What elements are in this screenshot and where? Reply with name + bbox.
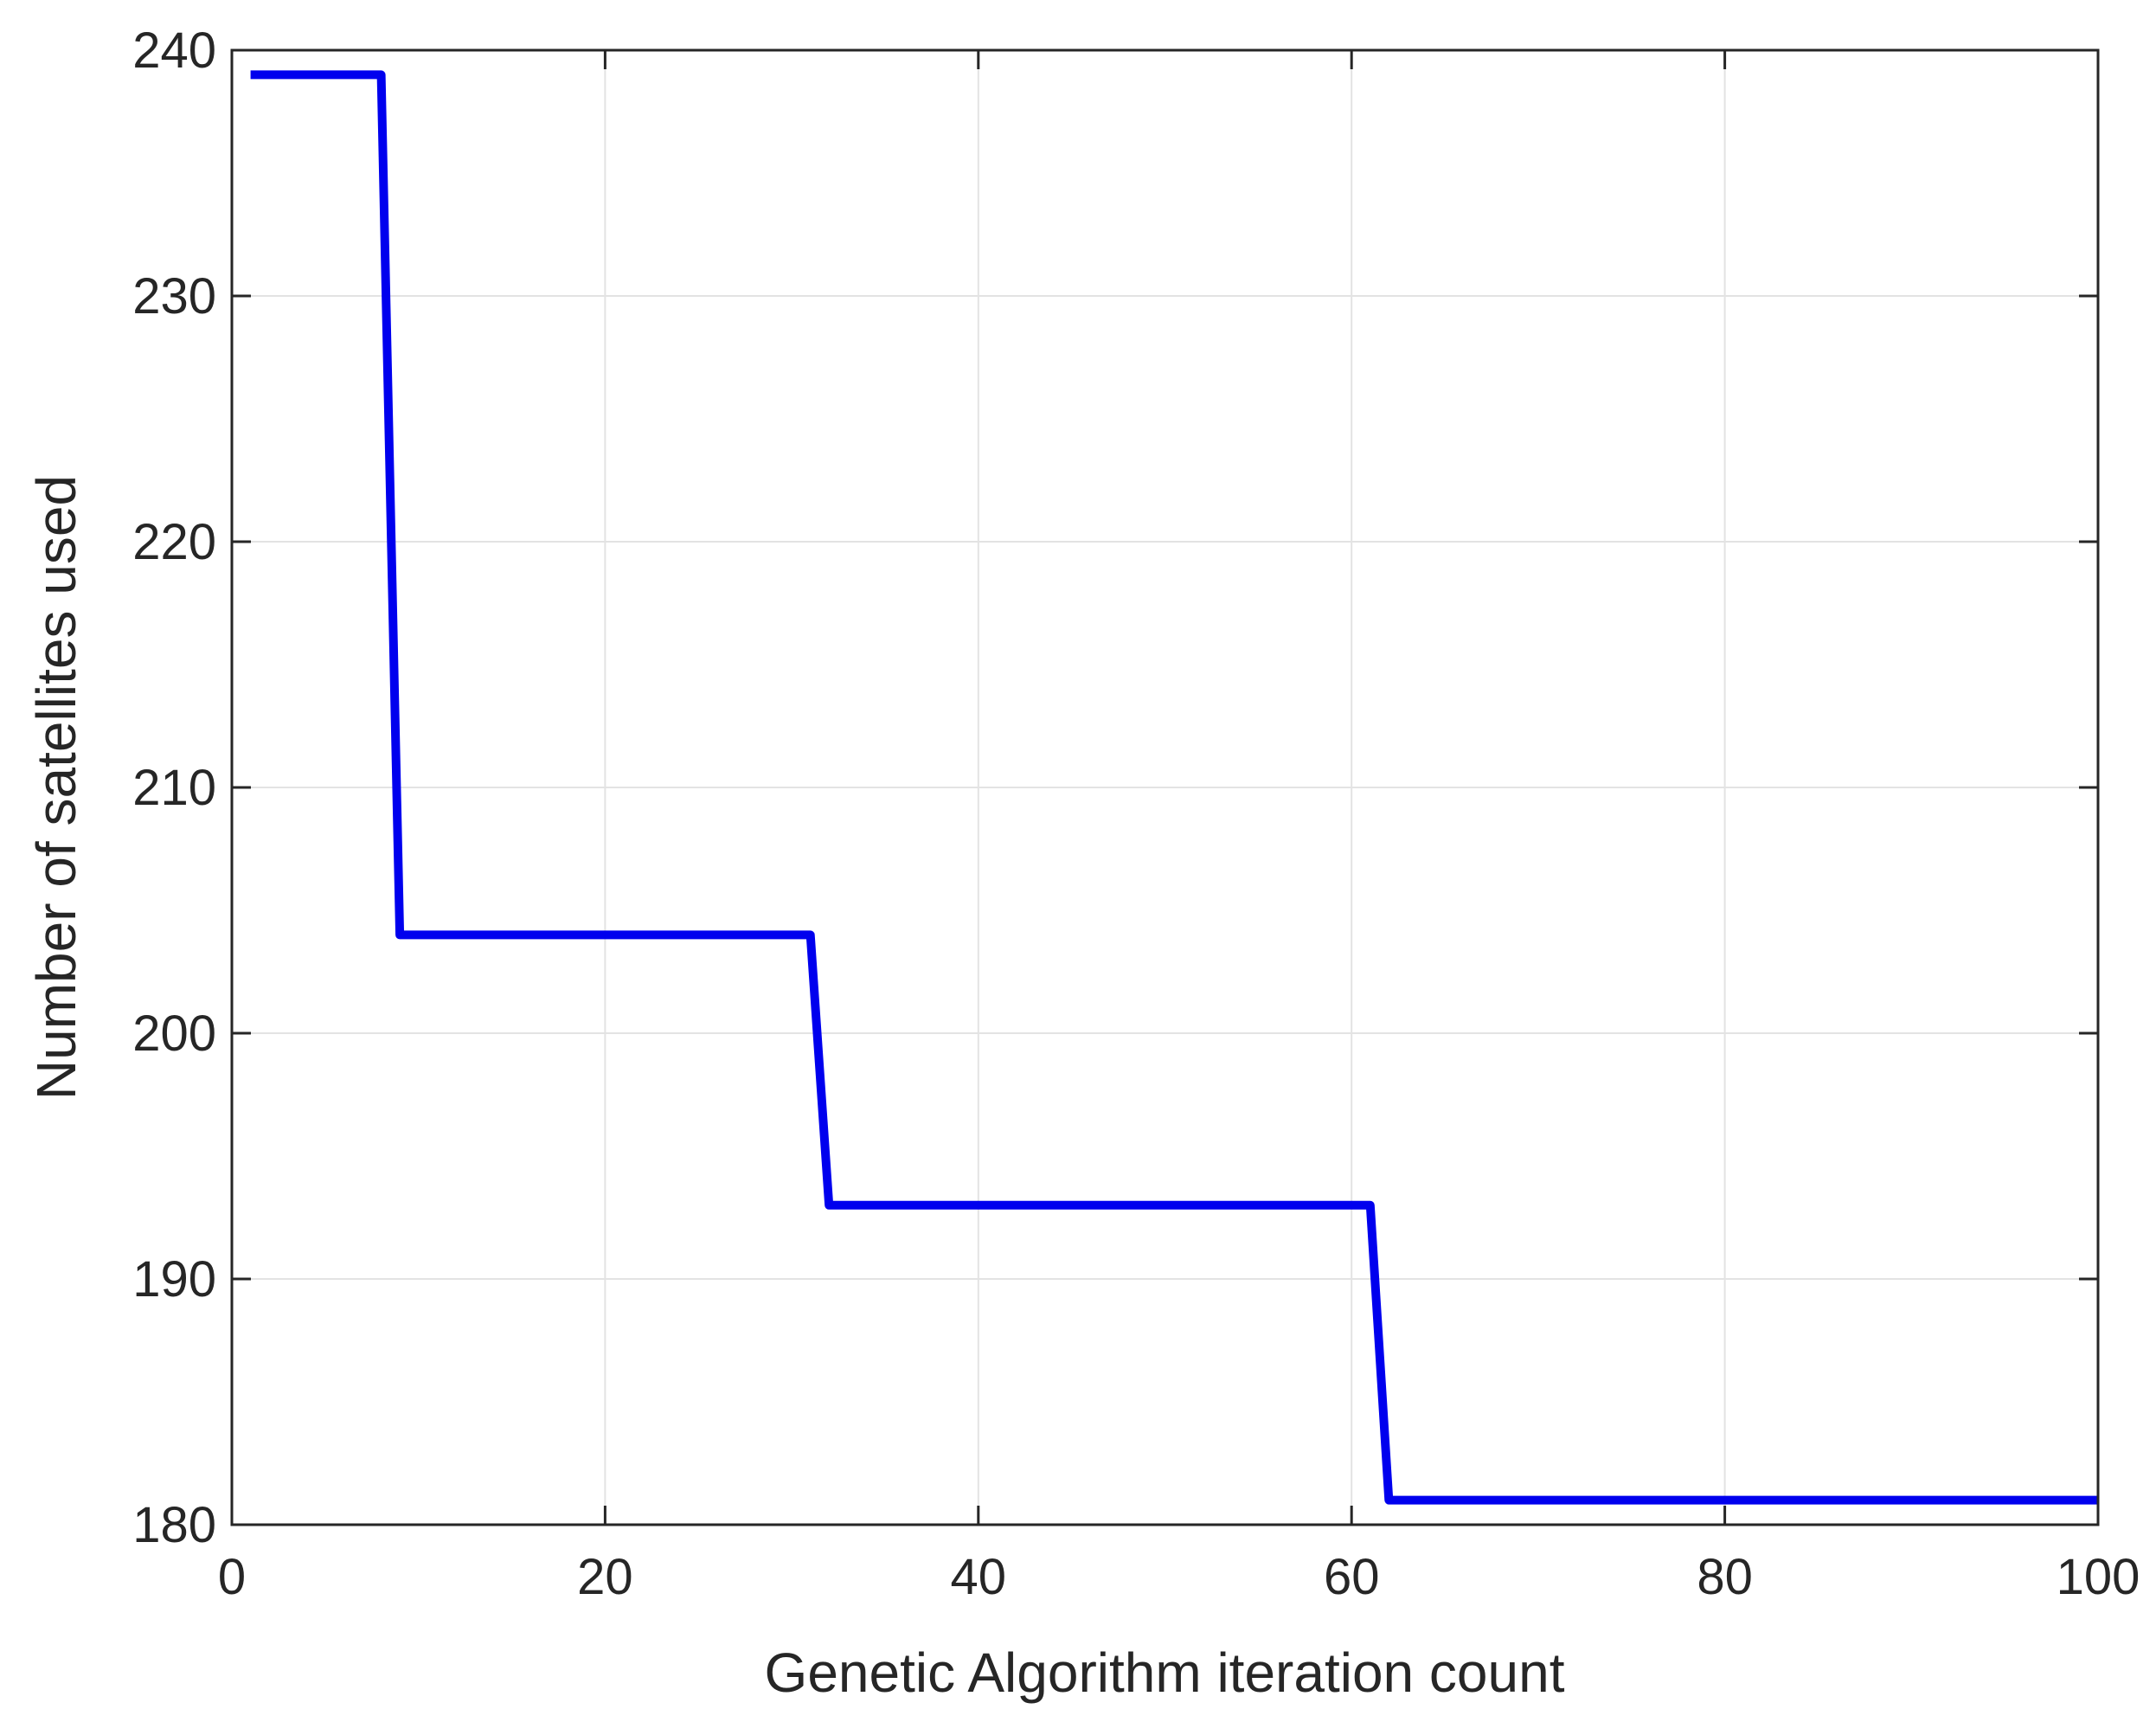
y-tick-label: 210 [132, 760, 216, 816]
x-tick-label: 40 [951, 1549, 1007, 1605]
x-tick-marks [230, 50, 2100, 1525]
x-tick-label: 60 [1324, 1549, 1380, 1605]
series-layer [250, 70, 2098, 1505]
y-axis-label: Number of satellites used [25, 475, 87, 1100]
y-tick-label: 230 [132, 268, 216, 324]
series-line [250, 70, 2098, 1505]
x-axis-label: Genetic Algorithm iteration count [765, 1642, 1565, 1704]
x-tick-label: 0 [218, 1549, 246, 1605]
y-tick-labels: 180 190 200 210 220 230 240 [132, 22, 216, 1553]
y-tick-label: 180 [132, 1497, 216, 1553]
y-tick-label: 220 [132, 514, 216, 570]
x-tick-label: 20 [577, 1549, 633, 1605]
y-tick-marks [232, 48, 2098, 1526]
y-tick-label: 240 [132, 22, 216, 79]
x-tick-label: 100 [2057, 1549, 2140, 1605]
x-tick-labels: 0 20 40 60 80 100 [218, 1549, 2140, 1605]
y-gridlines [232, 295, 2098, 1280]
x-tick-label: 80 [1697, 1549, 1753, 1605]
y-tick-label: 200 [132, 1006, 216, 1062]
y-tick-label: 190 [132, 1251, 216, 1308]
